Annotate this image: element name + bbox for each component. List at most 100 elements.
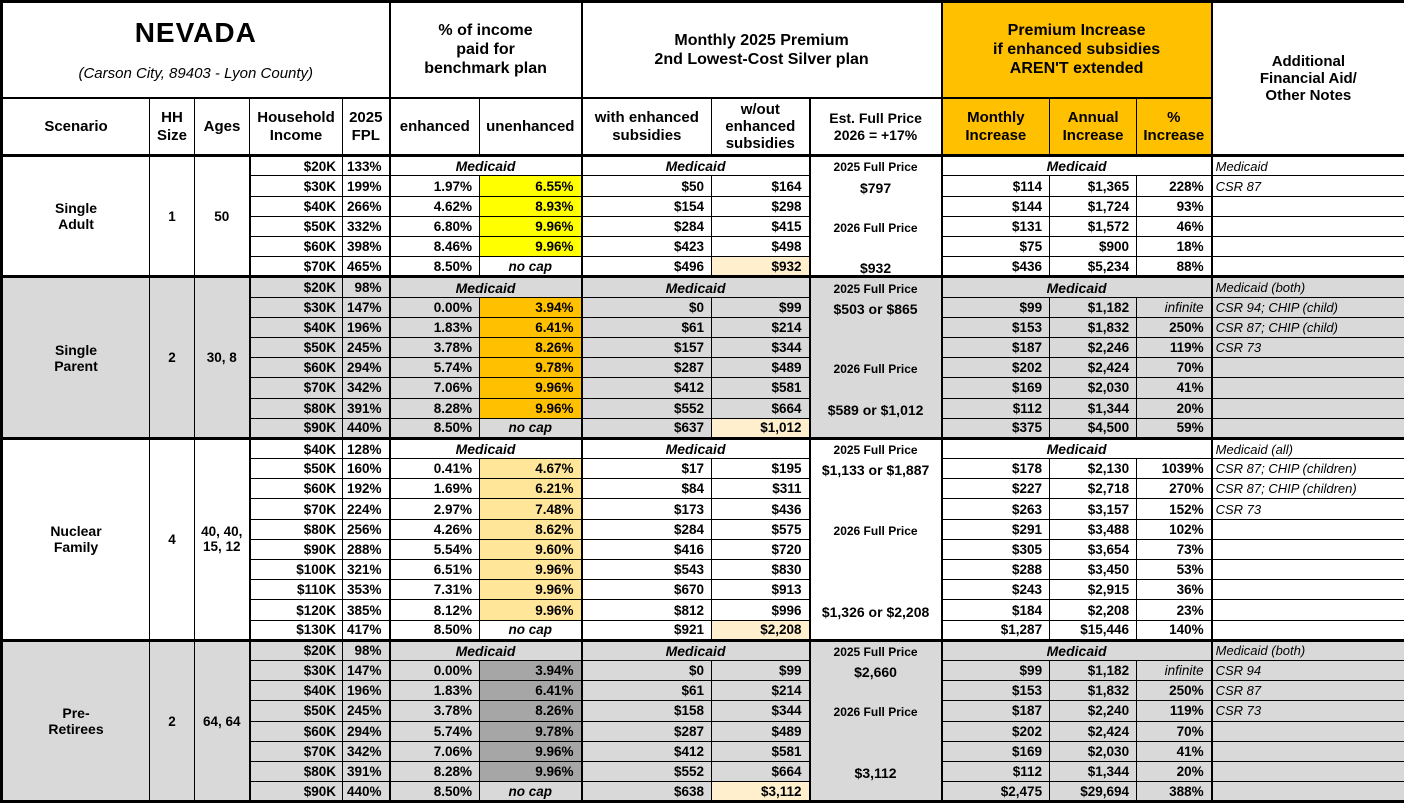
without-subsidies-cell: $830 xyxy=(712,560,810,580)
fpl-cell: 256% xyxy=(343,519,390,539)
income-cell: $50K xyxy=(250,459,343,479)
state-title: NEVADA xyxy=(3,18,389,49)
notes-cell: Medicaid xyxy=(1212,156,1404,176)
notes-cell xyxy=(1212,418,1404,438)
fpl-cell: 98% xyxy=(343,277,390,297)
annual-increase-cell: $2,246 xyxy=(1050,337,1137,357)
income-cell: $130K xyxy=(250,620,343,640)
without-subsidies-cell: $720 xyxy=(712,539,810,559)
medicaid-span-pct: Medicaid xyxy=(390,277,582,297)
income-cell: $40K xyxy=(250,196,343,216)
header-unenhanced: unenhanced xyxy=(480,98,582,156)
notes-cell xyxy=(1212,519,1404,539)
hh-size-cell: 1 xyxy=(150,156,195,277)
without-subsidies-cell: $498 xyxy=(712,237,810,257)
scenario-name: Single Adult xyxy=(2,156,150,277)
income-cell: $20K xyxy=(250,156,343,176)
fpl-cell: 196% xyxy=(343,681,390,701)
income-cell: $30K xyxy=(250,176,343,196)
with-subsidies-cell: $552 xyxy=(582,398,712,418)
pct-increase-cell: 73% xyxy=(1137,539,1212,559)
fpl-cell: 196% xyxy=(343,317,390,337)
fpl-cell: 224% xyxy=(343,499,390,519)
hh-size-cell: 2 xyxy=(150,277,195,439)
notes-cell xyxy=(1212,741,1404,761)
full-price-value: $797 xyxy=(811,177,941,197)
fpl-cell: 398% xyxy=(343,237,390,257)
fpl-cell: 128% xyxy=(343,438,390,458)
annual-increase-cell: $2,424 xyxy=(1050,721,1137,741)
monthly-increase-cell: $375 xyxy=(942,418,1050,438)
fpl-cell: 417% xyxy=(343,620,390,640)
monthly-increase-cell: $112 xyxy=(942,398,1050,418)
pct-increase-cell: 36% xyxy=(1137,580,1212,600)
pct-increase-cell: 18% xyxy=(1137,237,1212,257)
monthly-increase-cell: $144 xyxy=(942,196,1050,216)
without-subsidies-cell: $214 xyxy=(712,317,810,337)
ages-cell: 64, 64 xyxy=(195,640,250,802)
with-subsidies-cell: $412 xyxy=(582,378,712,398)
with-subsidies-cell: $84 xyxy=(582,479,712,499)
fpl-cell: 294% xyxy=(343,358,390,378)
with-subsidies-cell: $61 xyxy=(582,681,712,701)
medicaid-span-premium: Medicaid xyxy=(582,640,810,660)
annual-increase-cell: $5,234 xyxy=(1050,257,1137,277)
monthly-increase-cell: $227 xyxy=(942,479,1050,499)
full-price-value: $3,112 xyxy=(811,763,941,783)
income-cell: $30K xyxy=(250,660,343,680)
with-subsidies-cell: $423 xyxy=(582,237,712,257)
enhanced-pct-cell: 8.28% xyxy=(390,398,480,418)
income-cell: $50K xyxy=(250,337,343,357)
full-price-value: $1,133 or $1,887 xyxy=(811,460,941,480)
header-column-row: Scenario HH Size Ages Household Income 2… xyxy=(2,98,1404,156)
medicaid-span-premium: Medicaid xyxy=(582,156,810,176)
with-subsidies-cell: $287 xyxy=(582,358,712,378)
pct-increase-cell: 70% xyxy=(1137,721,1212,741)
without-subsidies-cell: $298 xyxy=(712,196,810,216)
without-subsidies-cell: $581 xyxy=(712,741,810,761)
enhanced-pct-cell: 8.50% xyxy=(390,620,480,640)
header-scenario: Scenario xyxy=(2,98,150,156)
annual-increase-cell: $1,572 xyxy=(1050,216,1137,236)
monthly-increase-cell: $184 xyxy=(942,600,1050,620)
notes-cell: CSR 94; CHIP (child) xyxy=(1212,297,1404,317)
header-monthly-increase: Monthly Increase xyxy=(942,98,1050,156)
group-header-premium: Monthly 2025 Premium 2nd Lowest-Cost Sil… xyxy=(582,2,942,98)
full-price-label: 2025 Full Price xyxy=(811,440,941,460)
income-cell: $30K xyxy=(250,297,343,317)
pct-increase-cell: 70% xyxy=(1137,358,1212,378)
monthly-increase-cell: $243 xyxy=(942,580,1050,600)
enhanced-pct-cell: 8.50% xyxy=(390,418,480,438)
fpl-cell: 288% xyxy=(343,539,390,559)
income-cell: $60K xyxy=(250,721,343,741)
fpl-cell: 266% xyxy=(343,196,390,216)
notes-cell xyxy=(1212,560,1404,580)
monthly-increase-cell: $202 xyxy=(942,358,1050,378)
fpl-cell: 342% xyxy=(343,741,390,761)
full-price-value: $932 xyxy=(811,258,941,277)
pct-increase-cell: infinite xyxy=(1137,297,1212,317)
full-price-label: 2025 Full Price xyxy=(811,157,941,177)
unenhanced-pct-cell: 6.21% xyxy=(480,479,582,499)
unenhanced-pct-cell: 8.26% xyxy=(480,701,582,721)
with-subsidies-cell: $543 xyxy=(582,560,712,580)
fpl-cell: 342% xyxy=(343,378,390,398)
with-subsidies-cell: $921 xyxy=(582,620,712,640)
enhanced-pct-cell: 8.46% xyxy=(390,237,480,257)
medicaid-span-premium: Medicaid xyxy=(582,277,810,297)
annual-increase-cell: $1,182 xyxy=(1050,660,1137,680)
pct-increase-cell: 53% xyxy=(1137,560,1212,580)
enhanced-pct-cell: 4.62% xyxy=(390,196,480,216)
no-cap-cell: no cap xyxy=(480,620,582,640)
fpl-cell: 245% xyxy=(343,337,390,357)
annual-increase-cell: $3,654 xyxy=(1050,539,1137,559)
full-price-label: 2026 Full Price xyxy=(811,521,941,541)
income-cell: $70K xyxy=(250,499,343,519)
annual-increase-cell: $1,344 xyxy=(1050,398,1137,418)
notes-cell: CSR 87 xyxy=(1212,681,1404,701)
without-subsidies-cell: $664 xyxy=(712,398,810,418)
medicaid-span-increase: Medicaid xyxy=(942,640,1212,660)
